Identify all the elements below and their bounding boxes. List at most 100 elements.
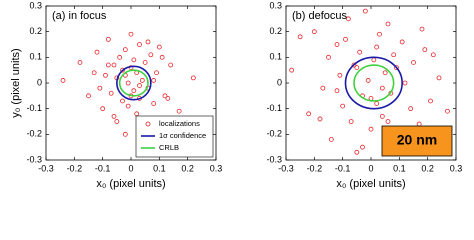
figure: -0.3 -0.2 -0.1 0 0.1 0.2 0.3 -0.3 -0.2 -0.1 0 0.1 0.… [10, 0, 463, 190]
point [190, 75, 196, 81]
point [159, 54, 165, 60]
point [306, 111, 312, 117]
panel-title: (b) defocus [292, 10, 348, 22]
point [111, 113, 117, 119]
point [103, 72, 108, 78]
point [111, 62, 117, 68]
point [162, 93, 168, 99]
x-tick-label: 0.3 [450, 163, 463, 173]
confidence-ellipse [353, 64, 395, 102]
point [108, 90, 114, 96]
point [428, 98, 433, 104]
point [168, 62, 174, 68]
point [94, 49, 100, 55]
y-tick-label: -0.3 [26, 154, 42, 164]
point [145, 39, 151, 45]
point [142, 60, 148, 65]
point [345, 16, 351, 22]
legend-label: localizations [159, 119, 200, 128]
y-tick-label: 0.2 [269, 26, 282, 36]
x-axis-label: x₀ (pixel units) [96, 178, 165, 190]
point [422, 47, 428, 53]
y-tick-label: 0.1 [269, 52, 282, 62]
point [354, 149, 360, 155]
legend-marker [145, 121, 151, 127]
point [394, 65, 399, 70]
point [125, 103, 131, 109]
point [362, 8, 368, 14]
point [411, 60, 416, 65]
point [165, 96, 171, 101]
x-tick-label: 0.1 [393, 163, 406, 173]
point [399, 39, 405, 45]
point [139, 78, 145, 83]
legend-label: CRLB [159, 143, 179, 152]
point [97, 85, 103, 91]
scale-bar-label: 20 nm [397, 132, 437, 148]
point [86, 93, 91, 99]
point [148, 52, 154, 58]
y-tick-label: -0.3 [266, 154, 282, 164]
point [105, 62, 111, 68]
point [334, 88, 340, 94]
confidence-ellipse [118, 69, 149, 97]
y-tick-label: 0.1 [29, 52, 42, 62]
point [348, 119, 354, 124]
point [385, 119, 391, 124]
x-tick-label: -0.2 [307, 163, 323, 173]
x-tick-label: -0.3 [38, 163, 54, 173]
point [289, 67, 295, 73]
point [320, 85, 326, 91]
y-tick-label: 0 [37, 77, 42, 87]
point [297, 34, 303, 40]
x-tick-label: -0.1 [335, 163, 351, 173]
point [154, 70, 159, 76]
point [176, 108, 182, 114]
point [340, 103, 346, 109]
point [131, 88, 137, 94]
confidence-ellipse [116, 65, 152, 101]
x-tick-label: -0.3 [278, 163, 294, 173]
point [311, 29, 317, 35]
point [122, 131, 128, 137]
point [125, 80, 131, 86]
y-tick-label: 0.3 [29, 0, 42, 10]
panel-title: (a) in focus [52, 10, 107, 22]
point [382, 70, 388, 76]
point [445, 108, 450, 114]
point [328, 137, 334, 142]
point [120, 98, 125, 104]
point [77, 60, 83, 65]
point [326, 54, 331, 60]
y-tick-label: -0.2 [26, 129, 42, 139]
legend-label: 1σ confidence [159, 131, 206, 140]
point [379, 85, 385, 91]
point [131, 57, 137, 63]
x-tick-label: 0.2 [181, 163, 194, 173]
point [365, 78, 371, 83]
point [156, 44, 162, 50]
point [354, 65, 360, 70]
point [128, 31, 134, 37]
x-tick-label: -0.2 [67, 163, 83, 173]
y-tick-label: -0.1 [26, 103, 42, 113]
point [317, 116, 323, 122]
point [408, 106, 414, 112]
point [337, 72, 343, 78]
point [377, 31, 382, 37]
x-tick-label: 0.1 [153, 163, 166, 173]
point [100, 106, 106, 112]
point [137, 83, 142, 88]
y-tick-label: -0.2 [266, 129, 282, 139]
point [351, 62, 357, 68]
point [419, 26, 425, 32]
point [151, 101, 157, 106]
scale-bar [381, 125, 453, 157]
point [137, 42, 142, 47]
point [436, 75, 442, 81]
x-tick-label: 0 [128, 163, 133, 173]
point [120, 67, 125, 73]
point [91, 70, 97, 76]
point [334, 42, 340, 47]
point [343, 36, 348, 42]
